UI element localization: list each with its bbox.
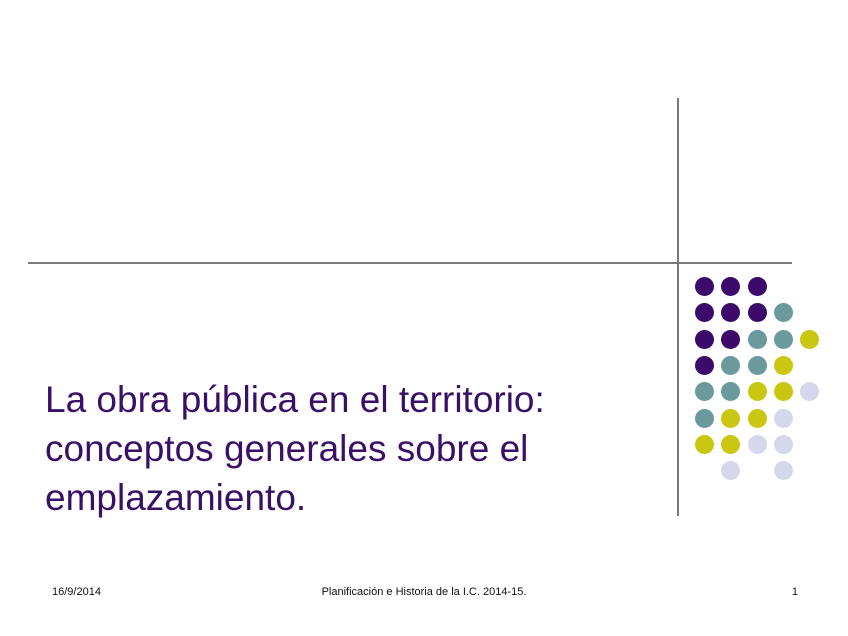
dot-purple (695, 330, 714, 349)
title-line-3: emplazamiento. (45, 477, 307, 518)
dot-purple (721, 303, 740, 322)
dot-teal (774, 330, 793, 349)
dot-teal (721, 382, 740, 401)
dot-teal (748, 330, 767, 349)
dot-yellow (721, 435, 740, 454)
dot-lavender (748, 435, 767, 454)
dot-yellow (800, 330, 819, 349)
slide-title: La obra pública en el territorio: concep… (45, 375, 665, 522)
footer-date: 16/9/2014 (52, 586, 101, 598)
dot-purple (695, 356, 714, 375)
dot-lavender (774, 409, 793, 428)
dot-lavender (774, 461, 793, 480)
dot-teal (721, 356, 740, 375)
horizontal-rule (28, 262, 792, 264)
slide-number: 1 (791, 586, 798, 598)
dot-purple (748, 277, 767, 296)
title-line-1: La obra pública en el territorio: (45, 379, 545, 420)
dot-purple (695, 277, 714, 296)
dot-yellow (695, 435, 714, 454)
dot-teal (774, 303, 793, 322)
dot-teal (695, 382, 714, 401)
dot-purple (721, 330, 740, 349)
dot-purple (695, 303, 714, 322)
dot-yellow (748, 382, 767, 401)
vertical-rule (677, 98, 679, 516)
dot-yellow (774, 382, 793, 401)
dot-purple (748, 303, 767, 322)
dot-teal (748, 356, 767, 375)
dot-yellow (774, 356, 793, 375)
dot-yellow (748, 409, 767, 428)
footer-course-title: Planificación e Historia de la I.C. 2014… (321, 586, 527, 598)
title-line-2: conceptos generales sobre el (45, 428, 529, 469)
dot-purple (721, 277, 740, 296)
dot-lavender (800, 382, 819, 401)
dot-teal (695, 409, 714, 428)
dot-yellow (721, 409, 740, 428)
dot-lavender (774, 435, 793, 454)
dot-lavender (721, 461, 740, 480)
